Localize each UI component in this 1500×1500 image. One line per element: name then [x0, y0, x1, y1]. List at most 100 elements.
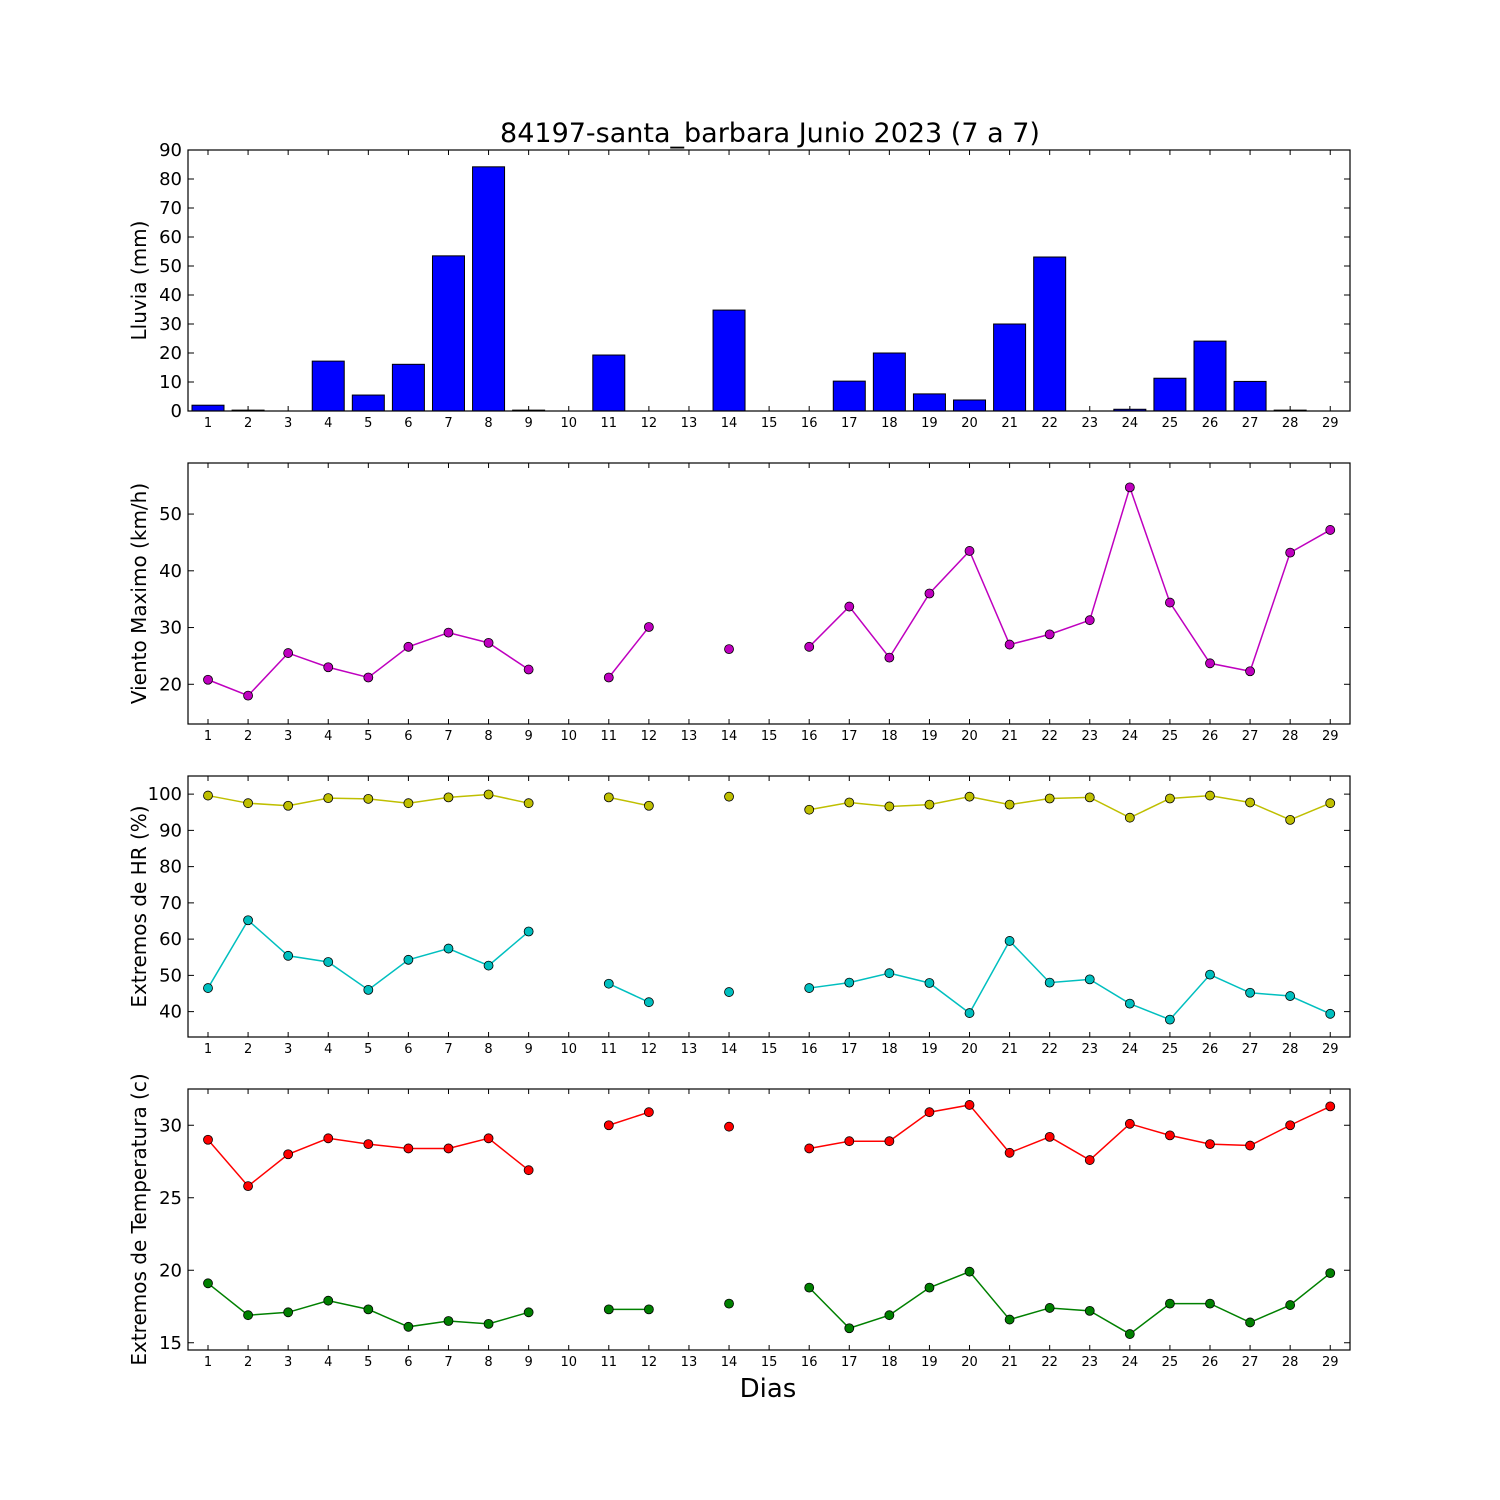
y-axis-label: Extremos de Temperatura (c): [127, 1073, 151, 1365]
data-point: [1004, 1147, 1015, 1158]
data-point: [1165, 793, 1175, 804]
data-point: [323, 1295, 334, 1306]
x-tick-label: 4: [324, 729, 332, 744]
data-point: [1285, 1300, 1296, 1310]
x-tick-label: 22: [1041, 416, 1058, 431]
data-point: [1205, 1139, 1215, 1149]
x-tick-label: 25: [1162, 729, 1179, 744]
x-tick-label: 22: [1041, 729, 1058, 744]
x-tick-label: 19: [921, 1355, 938, 1370]
data-point: [323, 793, 334, 804]
data-point: [403, 1321, 414, 1332]
y-tick-label: 50: [159, 256, 182, 277]
x-tick-label: 28: [1282, 1042, 1299, 1057]
x-tick-label: 15: [761, 1355, 778, 1370]
data-point: [243, 690, 253, 701]
x-tick-label: 25: [1162, 1355, 1179, 1370]
x-tick-label: 17: [841, 729, 858, 744]
data-point: [844, 977, 855, 988]
data-point: [323, 957, 334, 967]
x-tick-label: 18: [881, 729, 898, 744]
y-tick-label: 60: [159, 227, 182, 248]
data-point: [1124, 482, 1135, 493]
x-tick-label: 11: [601, 1042, 618, 1057]
data-point: [964, 1100, 975, 1110]
data-point: [643, 622, 654, 632]
data-point: [884, 968, 895, 979]
data-point: [603, 672, 614, 683]
y-tick-label: 50: [159, 504, 182, 525]
data-point: [724, 1298, 734, 1309]
data-point: [964, 1008, 975, 1018]
data-point: [403, 1143, 414, 1154]
x-tick-label: 27: [1242, 416, 1259, 431]
data-point: [363, 1304, 374, 1315]
data-point: [603, 792, 614, 803]
series-line: [207, 631, 530, 697]
data-point: [1205, 658, 1215, 669]
x-tick-label: 6: [404, 416, 412, 431]
x-tick-label: 21: [1001, 1355, 1018, 1370]
data-point: [1044, 977, 1055, 988]
data-point: [603, 1120, 614, 1131]
y-tick-label: 0: [171, 401, 182, 422]
rain-bar: [1033, 256, 1067, 412]
y-axis-label: Lluvia (mm): [127, 221, 151, 341]
data-point: [523, 1165, 534, 1176]
data-point: [523, 926, 534, 937]
x-tick-label: 23: [1081, 416, 1098, 431]
data-point: [884, 1136, 895, 1147]
data-point: [804, 983, 815, 993]
rain-bar: [1233, 380, 1267, 412]
x-tick-label: 10: [560, 729, 577, 744]
data-point: [924, 588, 935, 599]
data-point: [1245, 666, 1255, 677]
y-tick-label: 90: [159, 140, 182, 161]
y-tick-label: 40: [159, 1002, 182, 1023]
data-point: [1044, 1303, 1055, 1313]
data-point: [1124, 1329, 1135, 1339]
data-point: [643, 1304, 654, 1315]
data-point: [1165, 1130, 1175, 1141]
x-tick-label: 12: [641, 416, 658, 431]
data-point: [964, 546, 975, 556]
data-point: [443, 627, 454, 638]
data-point: [443, 1316, 454, 1326]
data-point: [1084, 1155, 1095, 1165]
rain-bar: [712, 309, 746, 412]
data-point: [964, 791, 975, 802]
x-tick-label: 11: [601, 416, 618, 431]
data-point: [1325, 798, 1336, 809]
data-point: [1205, 969, 1215, 980]
rain-bar: [1193, 340, 1227, 412]
x-tick-label: 13: [681, 416, 698, 431]
rain-bar: [953, 399, 987, 412]
x-tick-label: 12: [641, 1042, 658, 1057]
y-tick-label: 25: [159, 1188, 182, 1209]
x-tick-label: 8: [484, 1042, 492, 1057]
data-point: [283, 1149, 294, 1160]
x-tick-label: 18: [881, 416, 898, 431]
data-point: [1285, 1120, 1296, 1131]
data-point: [243, 798, 253, 809]
y-tick-label: 40: [159, 561, 182, 582]
x-tick-label: 5: [364, 729, 372, 744]
y-tick-label: 20: [159, 1260, 182, 1281]
y-tick-label: 80: [159, 857, 182, 878]
x-tick-label: 28: [1282, 1355, 1299, 1370]
data-point: [1084, 974, 1095, 985]
x-tick-label: 16: [801, 1355, 818, 1370]
plot-frame: [187, 149, 1351, 412]
data-point: [203, 1134, 213, 1145]
series-line: [608, 1111, 650, 1126]
data-point: [1165, 597, 1175, 608]
x-tick-label: 18: [881, 1355, 898, 1370]
x-tick-label: 11: [601, 1355, 618, 1370]
x-tick-label: 27: [1242, 1355, 1259, 1370]
data-point: [1084, 792, 1095, 803]
x-tick-label: 9: [524, 1355, 532, 1370]
x-tick-label: 9: [524, 1042, 532, 1057]
x-tick-label: 27: [1242, 729, 1259, 744]
data-point: [363, 672, 374, 683]
y-tick-label: 70: [159, 893, 182, 914]
